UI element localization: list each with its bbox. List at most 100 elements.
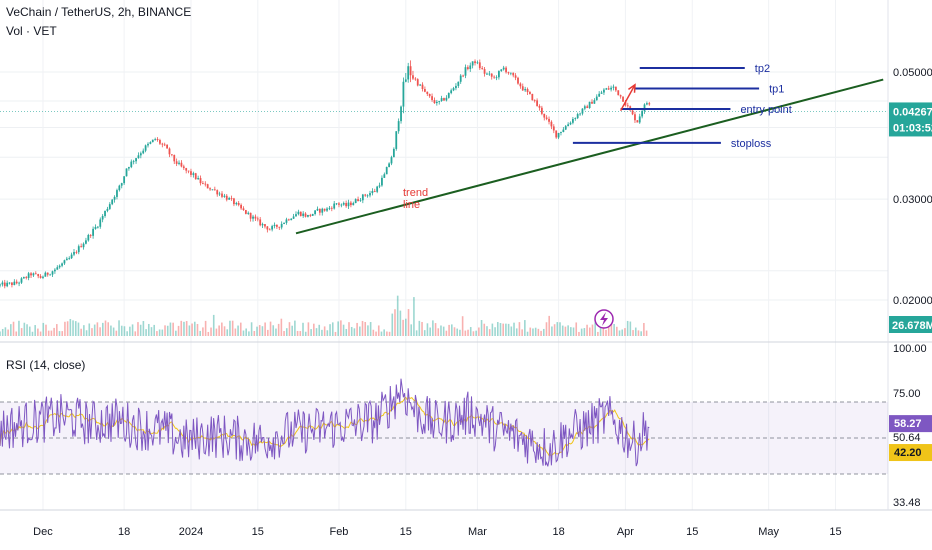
candle [426, 91, 429, 96]
volume-bar [561, 325, 564, 336]
volume-bar [634, 327, 637, 336]
volume-bar [0, 331, 1, 336]
candle-body [254, 216, 257, 219]
candle-body [180, 162, 183, 167]
candle-body [414, 78, 417, 80]
candle-body [462, 75, 464, 77]
volume-bar [507, 323, 510, 336]
volume-bar [104, 320, 107, 336]
volume-bar [480, 320, 483, 336]
annotation-tp2[interactable]: tp2 [639, 63, 770, 75]
time-axis[interactable]: Dec 18 2024 15 Feb 15 Mar 18 Apr 15 May 15 [33, 526, 841, 538]
candle [221, 191, 223, 199]
candle-body [354, 199, 357, 204]
candle-body [469, 65, 472, 70]
candle [27, 271, 30, 281]
candle-body [96, 226, 99, 228]
candle [264, 223, 266, 229]
candle [266, 225, 269, 233]
trend-line[interactable] [295, 78, 884, 235]
annotation-stoploss[interactable]: stoploss [572, 138, 772, 150]
volume-bar [210, 327, 212, 336]
candle-body [318, 208, 321, 213]
candle-body [247, 212, 250, 214]
candle-body [636, 120, 639, 123]
candle [517, 76, 519, 85]
rsi-tick-label: 100.00 [893, 343, 927, 355]
candle [486, 72, 488, 76]
candle [414, 77, 417, 81]
volume-bar [624, 328, 626, 336]
candle [452, 86, 455, 92]
candle-body [409, 66, 412, 76]
candle-body [593, 100, 596, 104]
annotation-tp1[interactable]: tp1 [634, 83, 784, 95]
candle [65, 256, 68, 261]
candle-body [182, 166, 185, 169]
candle [20, 277, 23, 284]
candle-body [15, 281, 18, 284]
candle [290, 218, 293, 221]
candle [328, 205, 331, 211]
candle [614, 86, 617, 92]
lightning-icon[interactable] [594, 309, 614, 329]
candle [469, 62, 472, 72]
volume-bar [180, 320, 183, 336]
candle-body [330, 207, 333, 209]
candle [190, 168, 192, 178]
annotation-entry-point[interactable]: entry point [620, 104, 792, 116]
volume-bar [588, 327, 591, 336]
candle-body [94, 226, 97, 229]
volume-bar [572, 327, 575, 336]
candle [638, 113, 641, 124]
annotation-label: stoploss [731, 138, 772, 150]
volume-bar [448, 324, 450, 336]
candle [68, 256, 71, 260]
volume-bar [183, 321, 185, 336]
volume-bar [80, 328, 82, 336]
volume-bars [0, 295, 648, 336]
candle-body [643, 104, 646, 111]
candle-body [412, 75, 414, 79]
volume-bar [616, 326, 618, 336]
volume-bar [199, 330, 201, 336]
candle [39, 274, 42, 279]
volume-bar [396, 295, 399, 336]
volume-bar [280, 318, 283, 336]
candle-body [526, 89, 529, 93]
candle-body [607, 88, 610, 90]
volume-bar [529, 327, 532, 336]
current-price-value: 0.04267 [893, 106, 932, 118]
volume-bar [185, 321, 188, 336]
volume-bar [188, 325, 191, 336]
target-arrow[interactable] [619, 84, 636, 112]
countdown-timer: 01:03:52 [893, 122, 932, 134]
rsi-pane [0, 378, 888, 475]
candle [175, 158, 178, 167]
volume-bar [326, 330, 329, 336]
volume-bar [91, 328, 93, 336]
candle [588, 101, 591, 109]
volume-bar [207, 331, 210, 336]
candle-body [18, 282, 20, 284]
volume-bar [150, 327, 153, 336]
volume-bar [602, 327, 605, 336]
volume-bar [513, 322, 515, 336]
candle-body [3, 282, 6, 287]
candle [397, 118, 400, 134]
candle-body [378, 185, 381, 187]
candle-body [106, 208, 109, 211]
candle-body [402, 81, 405, 107]
candle-body [614, 86, 617, 91]
candle-body [161, 143, 164, 145]
candle-body [120, 183, 123, 186]
volume-bar [515, 328, 518, 336]
volume-bar [356, 322, 358, 336]
volume-bar [342, 324, 345, 336]
price-tick-label: 0.02000 [893, 295, 932, 307]
candle [37, 273, 40, 279]
price-axis[interactable]: 0.05000 0.03000 0.02000 0.04267 01:03:52 26.6… [889, 67, 932, 509]
